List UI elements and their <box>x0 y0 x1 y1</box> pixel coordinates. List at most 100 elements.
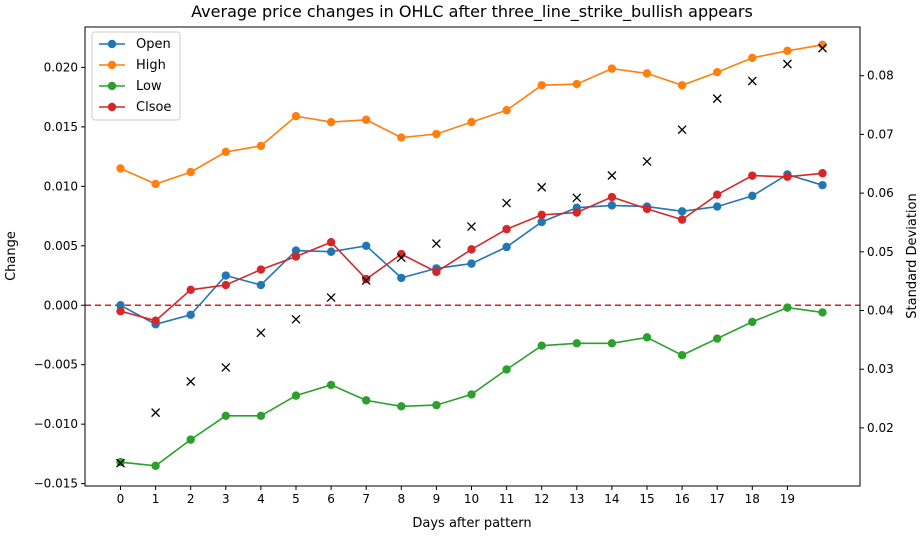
x-axis-label: Days after pattern <box>412 516 531 531</box>
open-point <box>713 202 722 211</box>
clsoe-point <box>748 171 757 180</box>
high-point <box>256 141 266 151</box>
x-tick-label: 8 <box>397 492 405 506</box>
low-point <box>677 350 687 360</box>
x-tick-label: 2 <box>187 492 195 506</box>
std-dev-marker <box>256 328 266 338</box>
clsoe-point <box>642 204 652 214</box>
open-point <box>502 242 511 252</box>
open-point <box>186 310 195 319</box>
open-point <box>607 201 617 210</box>
open-point <box>221 271 230 280</box>
low-point <box>151 461 160 470</box>
clsoe-point <box>818 169 827 178</box>
y2-tick-label: 0.06 <box>867 186 894 200</box>
legend-label-high: High <box>136 58 166 73</box>
y-tick-label: 0.000 <box>44 298 78 312</box>
x-tick-label: 10 <box>464 492 479 506</box>
x-tick-label: 0 <box>117 492 125 506</box>
x-tick-label: 4 <box>257 492 265 506</box>
open-point <box>818 180 827 190</box>
series-high <box>116 40 827 189</box>
y-tick-label: 0.010 <box>44 179 78 193</box>
clsoe-point <box>221 280 230 290</box>
y2-tick-label: 0.08 <box>867 69 894 83</box>
open-point <box>748 191 757 201</box>
high-point <box>713 67 722 77</box>
legend: Open High Low Clsoe <box>91 31 181 121</box>
high-point <box>151 179 160 189</box>
low-point <box>783 303 792 312</box>
low-point <box>748 317 757 327</box>
x-tick-label: 11 <box>499 492 514 506</box>
open-point <box>677 207 687 216</box>
x-tick-label: 5 <box>292 492 300 506</box>
clsoe-point <box>151 316 160 325</box>
clsoe-point <box>502 224 511 234</box>
open-point <box>362 241 371 250</box>
low-point <box>432 400 441 410</box>
legend-marker-open <box>107 39 117 49</box>
high-point <box>467 117 476 127</box>
y2-tick-label: 0.02 <box>867 421 894 435</box>
x-tick-label: 7 <box>362 492 370 506</box>
std-dev-marker <box>326 293 336 303</box>
x-tick-label: 14 <box>604 492 619 506</box>
y2-tick-label: 0.07 <box>867 127 894 141</box>
open-point <box>537 217 546 227</box>
std-dev-marker <box>712 94 722 104</box>
high-point <box>607 64 617 73</box>
plot-area <box>85 27 860 486</box>
std-dev-marker <box>361 276 371 286</box>
high-point <box>502 106 511 115</box>
y-tick-label: −0.015 <box>34 477 78 491</box>
open-point <box>467 259 476 268</box>
x-tick-label: 19 <box>780 492 795 506</box>
clsoe-point <box>537 210 546 220</box>
high-point <box>432 129 441 139</box>
low-point <box>326 380 336 390</box>
high-point <box>221 147 230 157</box>
high-point <box>537 81 546 90</box>
plot-frame <box>84 26 861 487</box>
clsoe-point <box>432 267 441 277</box>
x-tick-label: 13 <box>569 492 584 506</box>
clsoe-point <box>326 238 336 247</box>
y-axis-label: Change <box>4 231 19 281</box>
legend-marker-clsoe <box>107 102 117 112</box>
std-dev-marker <box>642 156 652 166</box>
y2-axis-label: Standard Deviation <box>905 193 920 318</box>
series-std-dev <box>116 43 827 468</box>
legend-box <box>91 31 181 121</box>
std-dev-marker <box>607 171 617 180</box>
clsoe-point <box>291 252 301 261</box>
std-dev-marker <box>502 198 512 208</box>
std-dev-marker <box>431 239 441 249</box>
high-point <box>783 46 792 55</box>
high-point <box>642 69 652 78</box>
low-point <box>572 339 581 348</box>
high-point <box>362 115 371 124</box>
clsoe-point <box>677 215 687 224</box>
y2-tick-label: 0.03 <box>867 362 894 376</box>
series-low <box>116 303 827 470</box>
std-dev-marker <box>151 408 161 418</box>
x-tick-label: 15 <box>639 492 654 506</box>
high-point <box>572 79 581 89</box>
high-point <box>116 164 125 173</box>
std-dev-marker <box>467 222 476 232</box>
legend-marker-high <box>107 60 117 70</box>
open-point <box>256 280 266 290</box>
std-dev-marker <box>537 182 547 192</box>
clsoe-point <box>256 265 266 274</box>
clsoe-point <box>607 192 617 202</box>
high-point <box>291 111 301 121</box>
chart-title: Average price changes in OHLC after thre… <box>191 2 753 22</box>
std-dev-marker <box>818 43 827 53</box>
std-dev-marker <box>782 59 792 69</box>
y2-tick-label: 0.04 <box>867 304 894 318</box>
x-tick-label: 9 <box>433 492 441 506</box>
y-tick-label: −0.005 <box>34 358 78 372</box>
low-point <box>256 411 266 421</box>
